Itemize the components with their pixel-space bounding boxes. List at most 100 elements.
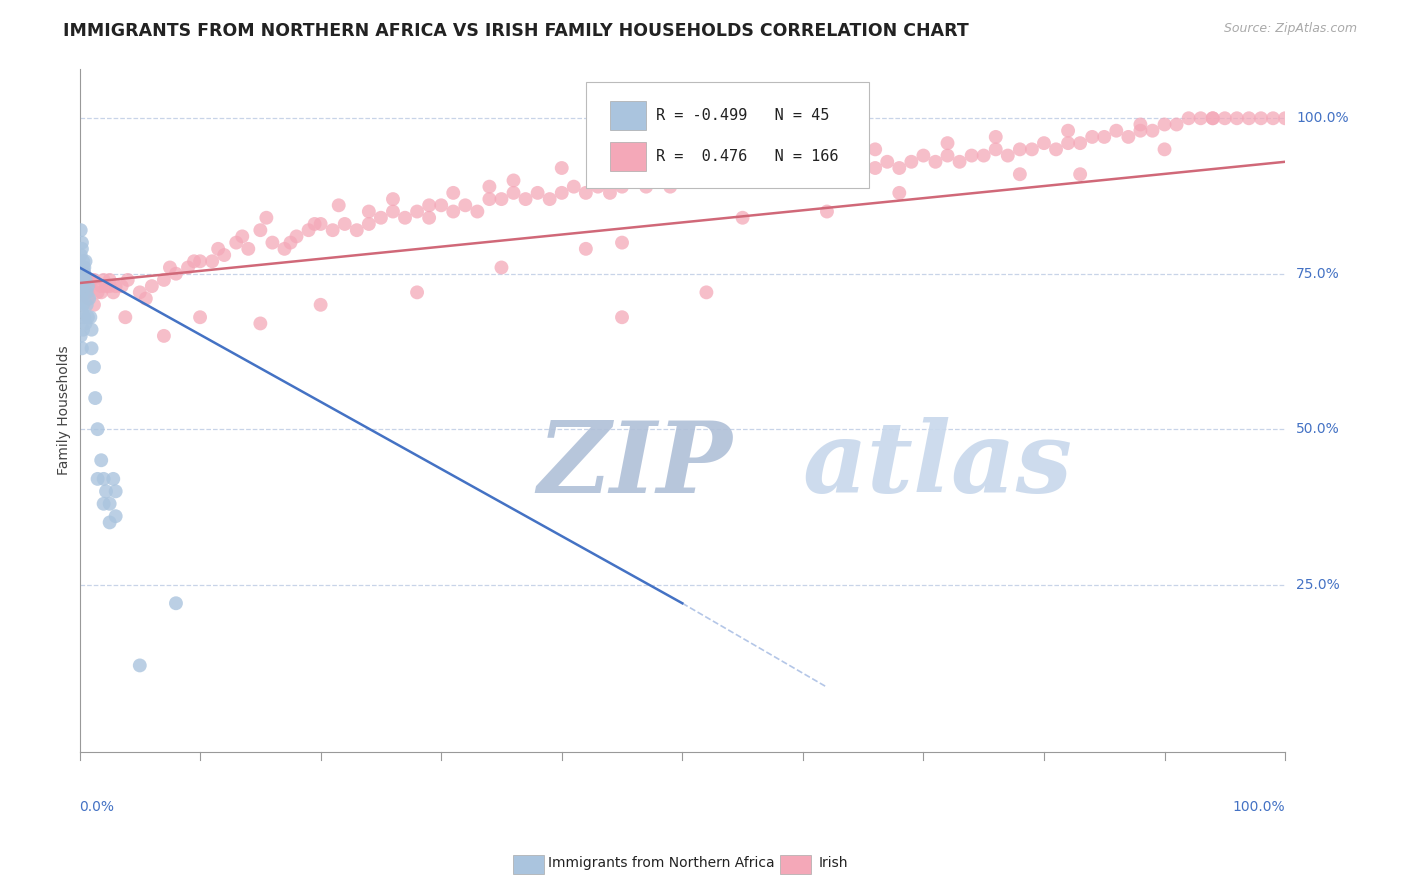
Point (1057, 136, 1080, 150)
Point (586, 167, 609, 181)
Point (75, 317, 97, 331)
Point (346, 223, 368, 237)
Point (70, 304, 93, 318)
Point (454, 198, 477, 212)
FancyBboxPatch shape (610, 143, 647, 171)
Point (183, 254, 205, 268)
Point (370, 211, 392, 225)
Point (815, 161, 838, 175)
Point (1177, 112, 1199, 126)
Point (75, 254, 97, 268)
Point (731, 211, 754, 225)
Point (683, 173, 706, 187)
Point (297, 223, 319, 237)
Point (647, 154, 669, 169)
Point (153, 329, 176, 343)
Point (70, 235, 93, 250)
Point (70, 285, 93, 300)
Point (357, 204, 380, 219)
Text: 100.0%: 100.0% (1296, 112, 1348, 125)
Point (83, 273, 105, 287)
Point (1250, 112, 1272, 126)
Point (83, 298, 105, 312)
Point (418, 211, 440, 225)
Point (852, 154, 875, 169)
Point (610, 179, 633, 194)
Point (238, 242, 260, 256)
Point (165, 267, 187, 281)
Point (1069, 167, 1091, 181)
Point (406, 204, 429, 219)
Point (73, 279, 96, 293)
Text: ZIP: ZIP (537, 417, 733, 514)
Point (103, 472, 125, 486)
Point (1274, 112, 1296, 126)
Point (77, 279, 100, 293)
Point (1069, 136, 1091, 150)
Point (863, 161, 886, 175)
Point (1057, 124, 1080, 138)
Point (478, 179, 501, 194)
Point (394, 211, 416, 225)
Point (973, 148, 995, 162)
Point (502, 186, 524, 200)
Point (599, 186, 621, 200)
Point (69, 248, 91, 262)
Point (73, 267, 96, 281)
Point (225, 235, 247, 250)
Point (86, 285, 108, 300)
Point (72, 298, 94, 312)
Point (1081, 129, 1104, 144)
Point (104, 509, 127, 524)
Point (231, 229, 253, 244)
Point (80, 341, 103, 355)
Point (84, 391, 107, 405)
Point (815, 204, 838, 219)
Point (70, 285, 93, 300)
Point (406, 285, 429, 300)
Point (792, 167, 814, 181)
Point (1092, 129, 1115, 144)
Point (79, 273, 101, 287)
Point (381, 204, 404, 219)
Point (83, 359, 105, 374)
Point (1129, 118, 1152, 132)
Point (104, 279, 127, 293)
Point (69, 329, 91, 343)
Point (69, 292, 91, 306)
Point (936, 148, 959, 162)
Point (1166, 118, 1188, 132)
Point (304, 217, 326, 231)
Point (309, 217, 332, 231)
Point (707, 173, 730, 187)
FancyBboxPatch shape (586, 82, 869, 188)
Point (441, 186, 464, 200)
Point (114, 310, 136, 325)
Point (1118, 129, 1140, 144)
Point (70, 341, 93, 355)
Point (997, 148, 1019, 162)
Point (103, 285, 125, 300)
Point (960, 148, 983, 162)
Point (135, 292, 157, 306)
Point (72, 254, 94, 268)
Point (280, 235, 302, 250)
Point (575, 242, 598, 256)
Point (153, 273, 176, 287)
Point (1237, 112, 1260, 126)
Point (1153, 142, 1175, 156)
Point (1105, 124, 1128, 138)
Point (77, 292, 100, 306)
Point (76, 285, 98, 300)
Point (141, 279, 163, 293)
Point (731, 173, 754, 187)
Point (70, 242, 93, 256)
Text: 0.0%: 0.0% (80, 800, 114, 814)
Point (720, 167, 742, 181)
Point (755, 161, 778, 175)
Point (111, 279, 134, 293)
Point (90, 279, 112, 293)
Point (77, 310, 100, 325)
Point (212, 248, 235, 262)
Point (322, 223, 344, 237)
